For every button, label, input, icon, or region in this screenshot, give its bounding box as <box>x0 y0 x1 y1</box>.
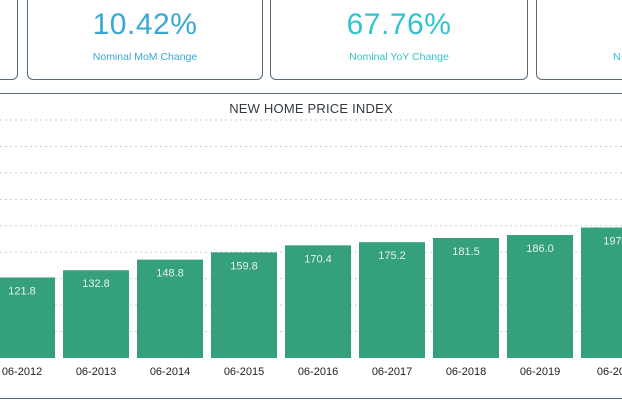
mom-change-card: 10.42% Nominal MoM Change <box>27 0 263 80</box>
x-tick-label: 06-2017 <box>372 366 412 378</box>
x-tick-label: 06-2018 <box>446 366 486 378</box>
x-tick-label: 06-2013 <box>76 366 116 378</box>
bar-value-label: 197. <box>603 235 622 247</box>
bar-value-label: 132.8 <box>82 278 110 290</box>
mom-change-value: 10.42% <box>92 8 198 41</box>
yoy-change-label: Nominal YoY Change <box>349 51 449 63</box>
bar-06-2019[interactable] <box>507 235 573 358</box>
bar-06-2016[interactable] <box>285 245 351 358</box>
x-tick-label: 06-2016 <box>298 366 338 378</box>
partial-card-label: N <box>613 51 621 63</box>
bar-value-label: 175.2 <box>378 250 406 262</box>
yoy-change-card: 67.76% Nominal YoY Change <box>270 0 528 80</box>
bar-06-2014[interactable] <box>137 259 203 358</box>
bar-06-2012[interactable] <box>0 277 55 358</box>
x-tick-label: 06-2012 <box>2 366 42 378</box>
bar-06-2015[interactable] <box>211 252 277 358</box>
bar-06-2018[interactable] <box>433 238 499 358</box>
bar-value-label: 148.8 <box>156 268 184 280</box>
x-tick-label: 06-2014 <box>150 366 190 378</box>
x-tick-label: 06-2019 <box>520 366 560 378</box>
bar-value-label: 159.8 <box>230 260 258 272</box>
bar-value-label: 121.8 <box>8 285 36 297</box>
bar-value-label: 181.5 <box>452 246 480 258</box>
summary-card-partial-right: N <box>536 0 622 80</box>
summary-card-partial-left <box>0 0 18 80</box>
bar-06-2017[interactable] <box>359 242 425 358</box>
bar-06-2020[interactable] <box>581 227 622 358</box>
chart-title: NEW HOME PRICE INDEX <box>229 101 393 116</box>
x-tick-label: 06-202 <box>597 366 622 378</box>
bar-06-2013[interactable] <box>63 270 129 358</box>
x-tick-label: 06-2015 <box>224 366 264 378</box>
bar-value-label: 186.0 <box>526 243 554 255</box>
mom-change-label: Nominal MoM Change <box>92 51 198 63</box>
bar-value-label: 170.4 <box>304 253 332 265</box>
yoy-change-value: 67.76% <box>346 8 452 41</box>
